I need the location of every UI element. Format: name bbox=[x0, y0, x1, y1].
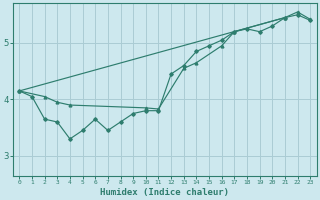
X-axis label: Humidex (Indice chaleur): Humidex (Indice chaleur) bbox=[100, 188, 229, 197]
